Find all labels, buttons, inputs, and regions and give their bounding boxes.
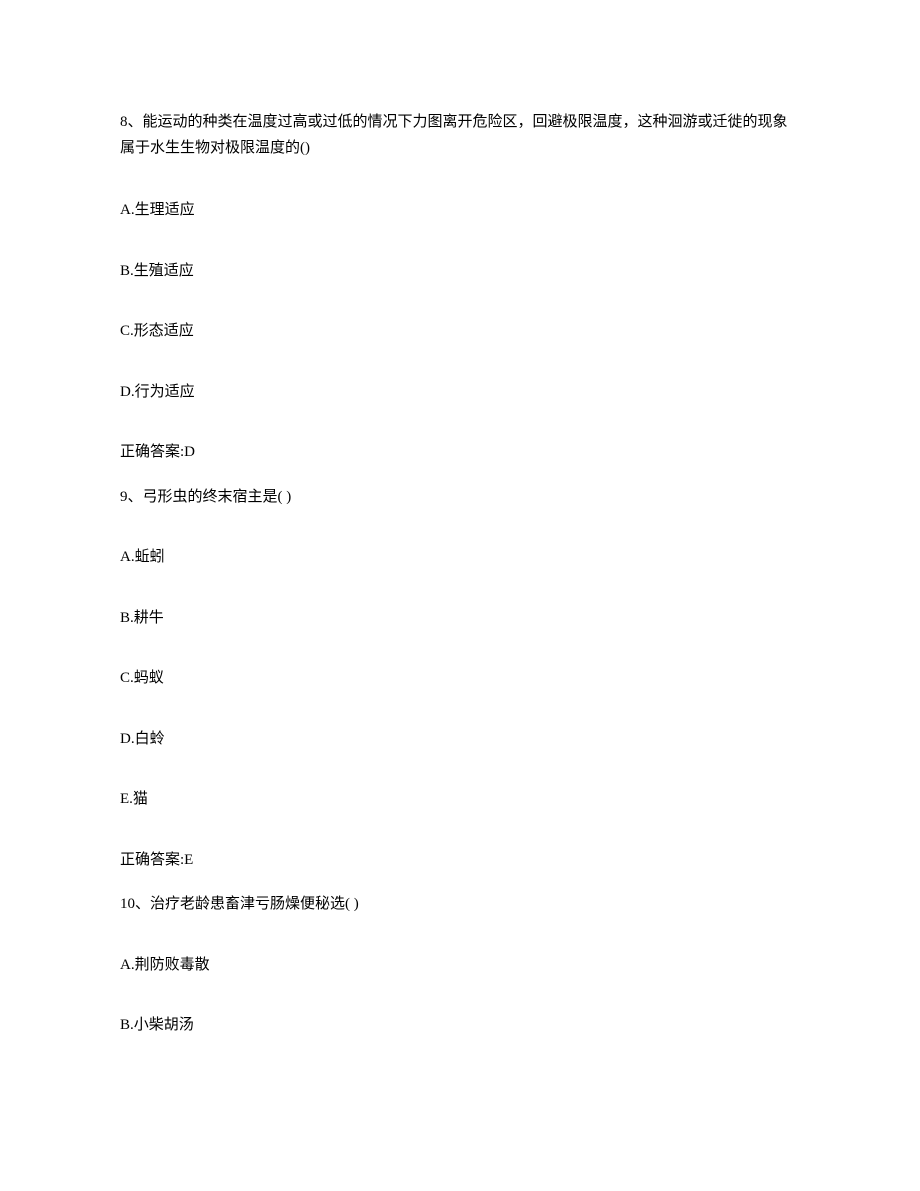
question-8-stem: 8、能运动的种类在温度过高或过低的情况下力图离开危险区，回避极限温度，这种洄游或… (120, 110, 800, 161)
question-10-stem: 10、治疗老龄患畜津亏肠燥便秘选( ) (120, 893, 800, 916)
question-9-option-d: D.白蛉 (120, 728, 800, 751)
question-9-option-b: B.耕牛 (120, 607, 800, 630)
question-8-option-c: C.形态适应 (120, 320, 800, 343)
question-10-option-a: A.荆防败毒散 (120, 954, 800, 977)
question-9-stem: 9、弓形虫的终末宿主是( ) (120, 486, 800, 509)
question-8-option-d: D.行为适应 (120, 381, 800, 404)
question-8-option-a: A.生理适应 (120, 199, 800, 222)
question-9-option-a: A.蚯蚓 (120, 546, 800, 569)
question-9-option-c: C.蚂蚁 (120, 667, 800, 690)
question-8-answer: 正确答案:D (120, 441, 800, 464)
question-10-option-b: B.小柴胡汤 (120, 1014, 800, 1037)
question-9-option-e: E.猫 (120, 788, 800, 811)
question-9-answer: 正确答案:E (120, 849, 800, 872)
question-8-option-b: B.生殖适应 (120, 260, 800, 283)
